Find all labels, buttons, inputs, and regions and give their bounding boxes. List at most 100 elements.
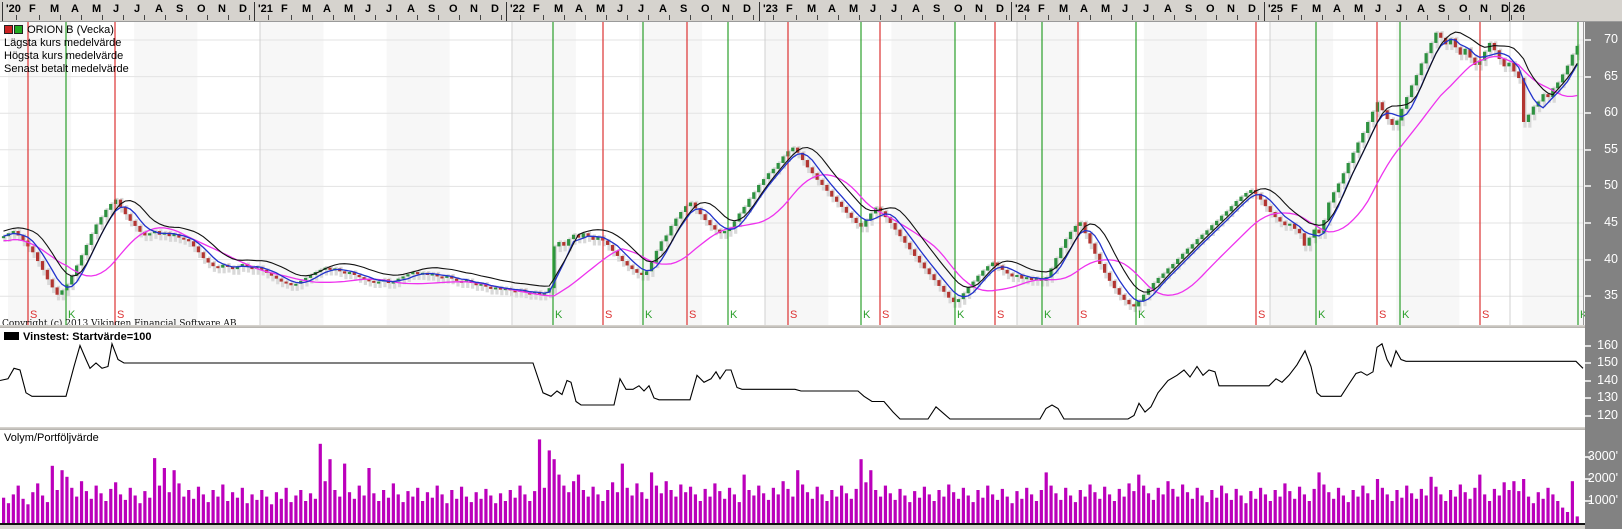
axis-tick (1132, 15, 1133, 20)
sell-signal-label: S (1080, 309, 1087, 321)
year-label: '25 (1268, 3, 1283, 15)
bottom-padding (0, 525, 1585, 529)
axis-tick (1585, 295, 1591, 298)
axis-tick (773, 15, 774, 20)
month-label: J (1122, 3, 1129, 15)
month-label: O (701, 3, 710, 15)
buy-signal-label: K (1138, 309, 1146, 321)
volume-label: Volym/Portföljvärde (4, 432, 99, 444)
axis-tick (943, 15, 944, 20)
month-label: O (449, 3, 458, 15)
price-tick-label: 60 (1604, 105, 1618, 120)
month-label: N (1227, 3, 1235, 15)
month-label: J (638, 3, 645, 15)
sell-signal-label: S (1258, 309, 1265, 321)
axis-tick (838, 15, 839, 20)
month-label: A (1080, 3, 1088, 15)
month-label: M (554, 3, 564, 15)
month-label: A (1164, 3, 1172, 15)
month-label: M (1312, 3, 1322, 15)
price-tick-label: 50 (1604, 178, 1618, 193)
axis-tick (796, 15, 797, 20)
panel-splitter-1[interactable] (0, 325, 1585, 328)
axis-tick (249, 15, 250, 20)
month-label: A (912, 3, 920, 15)
axis-tick (16, 15, 17, 20)
buy-signal-label: K (730, 309, 738, 321)
month-label: D (239, 3, 247, 15)
axis-tick (585, 15, 586, 20)
buy-signal-label: K (863, 309, 871, 321)
axis-tick (1511, 15, 1512, 20)
axis-tick (1585, 75, 1591, 78)
buy-signal-label: K (1044, 309, 1052, 321)
sell-signal-label: S (997, 309, 1004, 321)
price-tick-label: 45 (1604, 215, 1618, 229)
axis-tick (1585, 185, 1591, 188)
price-tick-label: 35 (1604, 288, 1618, 303)
axis-tick (1216, 15, 1217, 20)
month-label: O (1206, 3, 1215, 15)
axis-tick (732, 15, 733, 20)
profit-tick-label: 140 (1597, 372, 1618, 387)
month-label: N (218, 3, 226, 15)
month-label: M (1059, 3, 1069, 15)
axis-tick (1006, 15, 1007, 20)
month-label: F (1038, 3, 1045, 15)
price-tick-label: 55 (1604, 141, 1618, 156)
year-separator (254, 2, 255, 21)
month-label: A (155, 3, 163, 15)
month-label: M (92, 3, 102, 15)
time-axis[interactable]: '20 F M A M J J A S O N D '21 F M A M J J A S O N D '22 F M A M J J A S O… (0, 0, 1622, 22)
axis-tick (1237, 15, 1238, 20)
month-label: J (870, 3, 877, 15)
profit-test-plot[interactable] (0, 328, 1585, 427)
month-label: F (786, 3, 793, 15)
axis-tick (1585, 39, 1591, 41)
buy-signal-label: K (555, 309, 563, 321)
axis-tick (438, 15, 439, 20)
month-label: F (281, 3, 288, 15)
volume-plot[interactable] (0, 430, 1585, 524)
price-tick-label: 40 (1604, 251, 1618, 266)
axis-tick (964, 15, 965, 20)
axis-tick (1585, 148, 1591, 151)
axis-tick (1048, 15, 1049, 20)
axis-tick (333, 15, 334, 20)
volume-tick-label: 1000' (1587, 493, 1618, 507)
axis-tick (1090, 15, 1091, 20)
axis-tick (417, 15, 418, 20)
month-label: A (1333, 3, 1341, 15)
axis-tick (1448, 15, 1449, 20)
volume-tick-label: 3000' (1587, 449, 1618, 463)
legend-title-row: ORION B (Vecka) (4, 24, 129, 37)
year-label: '21 (258, 3, 273, 15)
axis-tick (1406, 15, 1407, 20)
axis-tick (901, 15, 902, 20)
axis-tick (1111, 15, 1112, 20)
panel-splitter-2[interactable] (0, 427, 1585, 430)
axis-tick (312, 15, 313, 20)
axis-tick (1585, 500, 1591, 502)
profit-test-legend: Vinstest: Startvärde=100 (4, 331, 152, 343)
month-label: D (1501, 3, 1509, 15)
axis-tick (501, 15, 502, 20)
month-label: J (1375, 3, 1382, 15)
year-label: 26 (1513, 3, 1526, 15)
axis-tick (1585, 258, 1591, 261)
sell-signal-label: S (790, 309, 797, 321)
month-label: A (1417, 3, 1425, 15)
value-axis[interactable]: 70 65 60 55 50 45 40 35 160 150 140 130 120 3000' 2000… (1585, 22, 1622, 529)
year-label: '20 (6, 3, 21, 15)
month-label: M (807, 3, 817, 15)
volume-panel[interactable]: Volym/Portföljvärde (0, 430, 1585, 524)
profit-test-panel[interactable]: Vinstest: Startvärde=100 (0, 328, 1585, 427)
axis-tick (102, 15, 103, 20)
axis-tick (817, 15, 818, 20)
profit-test-label: Vinstest: Startvärde=100 (23, 331, 152, 343)
axis-tick (1585, 112, 1591, 115)
axis-tick (859, 15, 860, 20)
